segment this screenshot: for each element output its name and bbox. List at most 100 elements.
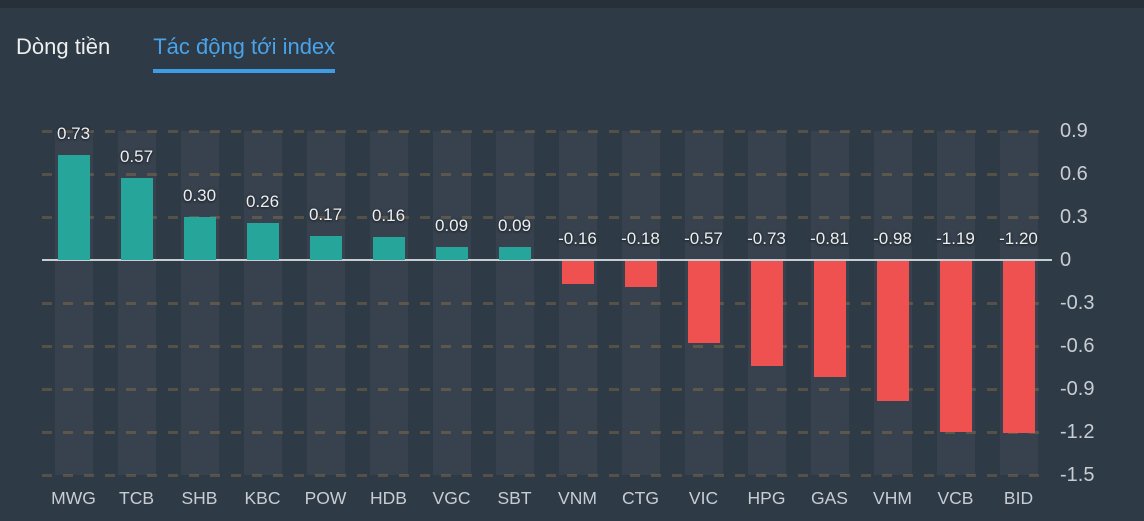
x-axis-label: HPG [747, 488, 786, 508]
x-axis-label: TCB [119, 488, 154, 508]
tab-dong-tien[interactable]: Dòng tiền [16, 34, 111, 59]
bar-value-label: -0.81 [810, 229, 849, 248]
bars-layer: 0.73 MWG 0.57 TCB 0.30 SHB 0.26 KBC 0.17… [42, 124, 1050, 508]
bar[interactable] [750, 261, 783, 366]
bar[interactable] [876, 261, 909, 402]
dashed-gridline [42, 216, 1050, 219]
column-band-cell [609, 131, 672, 475]
y-axis-tick-label: 0.6 [1060, 163, 1088, 185]
bar-value-label: -0.73 [747, 229, 786, 248]
bar-value-label: -1.20 [999, 229, 1038, 248]
x-axis-label: VHM [873, 488, 912, 508]
tab-tac-dong-toi-index[interactable]: Tác động tới index [153, 33, 336, 73]
dashed-gridline [42, 345, 1050, 348]
bar-value-label: -0.57 [684, 229, 723, 248]
bar-value-label: 0.09 [497, 216, 532, 236]
column-band-cell [420, 131, 483, 475]
top-strip [0, 0, 1144, 8]
zero-axis-line [42, 259, 1052, 261]
y-axis: 0.9 0.6 0.3 0 -0.3 -0.6 -0.9 -1.2 -1.5 [1060, 120, 1140, 486]
x-axis-label: SBT [497, 488, 532, 508]
column-band [432, 131, 471, 475]
chart-column: 0.17 POW [294, 131, 357, 508]
dashed-gridline [42, 431, 1050, 434]
column-band-cell [231, 131, 294, 475]
bar[interactable] [1002, 261, 1035, 433]
dashed-gridline [42, 173, 1050, 176]
dashed-gridline [42, 130, 1050, 133]
bar[interactable] [939, 261, 972, 432]
bar[interactable] [120, 178, 153, 260]
bar-value-label: -0.18 [621, 229, 660, 248]
y-axis-tick-label: -0.9 [1060, 378, 1095, 400]
chart-column: 0.30 SHB [168, 131, 231, 508]
bar[interactable] [813, 261, 846, 378]
column-band-cell [483, 131, 546, 475]
x-axis-label: GAS [811, 488, 848, 508]
bar-value-label: 0.73 [56, 124, 91, 144]
chart-column: 0.09 SBT [483, 131, 546, 508]
column-band-cell [546, 131, 609, 475]
column-band [495, 131, 534, 475]
x-axis-label: KBC [244, 488, 281, 508]
column-band [369, 131, 408, 475]
bar-value-label: -0.16 [558, 229, 597, 248]
x-axis-label: VGC [432, 488, 471, 508]
chart-column: 0.16 HDB [357, 131, 420, 508]
chart-column: 0.09 VGC [420, 131, 483, 508]
bar-value-label: 0.17 [308, 204, 343, 224]
x-axis-label: POW [304, 488, 347, 508]
column-band-cell [294, 131, 357, 475]
chart-column: -1.19 VCB [924, 131, 987, 508]
y-axis-tick-label: -0.6 [1060, 335, 1095, 357]
chart-column: 0.73 MWG [42, 124, 105, 508]
x-axis-label: VCB [937, 488, 974, 508]
bar[interactable] [624, 261, 657, 287]
column-band [306, 131, 345, 475]
bar[interactable] [183, 217, 216, 260]
chart-column: -1.20 BID [987, 131, 1050, 508]
y-axis-tick-label: 0.3 [1060, 206, 1088, 228]
gridlines-layer [42, 130, 1052, 477]
y-axis-tick-label: 0 [1060, 249, 1072, 271]
tab-bar: Dòng tiền Tác động tới index [16, 33, 336, 73]
chart-column: 0.57 TCB [105, 131, 168, 508]
bar[interactable] [309, 235, 342, 260]
bar[interactable] [246, 222, 279, 260]
bar[interactable] [435, 247, 468, 260]
column-band [243, 131, 282, 475]
y-axis-tick-label: -1.2 [1060, 421, 1095, 443]
column-band-cell [357, 131, 420, 475]
chart-column: -0.81 GAS [798, 131, 861, 508]
dashed-gridline [42, 474, 1050, 477]
bar-value-label: 0.09 [434, 216, 469, 236]
y-axis-tick-label: 0.9 [1060, 120, 1088, 142]
y-axis-tick-label: -0.3 [1060, 292, 1095, 314]
chart-column: -0.16 VNM [546, 131, 609, 508]
chart-column: -0.73 HPG [735, 131, 798, 508]
bar-value-label: -1.19 [936, 229, 975, 248]
chart-column: 0.26 KBC [231, 131, 294, 508]
x-axis-label: SHB [181, 488, 218, 508]
x-axis-label: CTG [622, 488, 659, 508]
x-axis-label: BID [1003, 488, 1034, 508]
chart-column: -0.57 VIC [672, 131, 735, 508]
bar-chart-plot-area: 0.73 MWG 0.57 TCB 0.30 SHB 0.26 KBC 0.17… [42, 124, 1052, 508]
column-band [558, 131, 597, 475]
x-axis-label: VNM [558, 488, 597, 508]
bar-value-label: 0.30 [182, 186, 217, 205]
column-band-cell [168, 131, 231, 475]
bar-value-label: 0.16 [371, 206, 406, 226]
bar[interactable] [687, 261, 720, 343]
x-axis-label: HDB [370, 488, 407, 508]
bar-value-label: 0.57 [119, 147, 154, 167]
bar[interactable] [498, 247, 531, 260]
bar[interactable] [372, 237, 405, 260]
chart-column: -0.18 CTG [609, 131, 672, 508]
bar[interactable] [57, 155, 90, 260]
dashed-gridline [42, 302, 1050, 305]
bar[interactable] [561, 261, 594, 284]
x-axis-label: VIC [688, 488, 719, 508]
chart-column: -0.98 VHM [861, 131, 924, 508]
column-band [180, 131, 219, 475]
